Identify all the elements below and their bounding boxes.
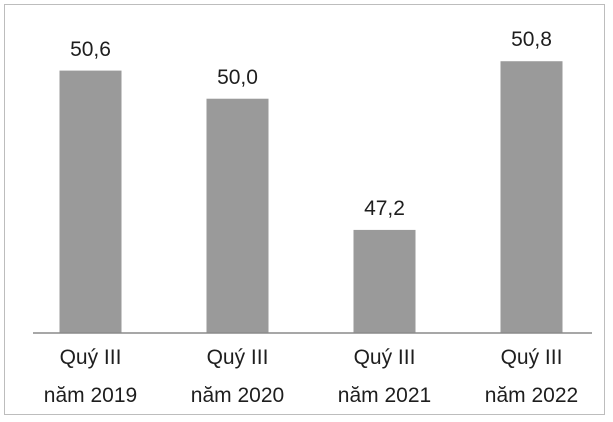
x-tick-label: Quý III năm 2020 xyxy=(190,346,285,407)
x-tick-label: Quý III năm 2022 xyxy=(484,346,579,407)
bar xyxy=(353,229,416,333)
bar xyxy=(206,98,269,333)
chart-frame xyxy=(4,4,605,415)
x-tick-label: Quý III năm 2021 xyxy=(337,346,432,407)
value-label: 50,6 xyxy=(70,37,111,61)
value-label: 50,8 xyxy=(511,28,552,52)
bar xyxy=(59,70,122,333)
x-tick-label: Quý III năm 2019 xyxy=(43,346,138,407)
value-label: 47,2 xyxy=(364,196,405,220)
bar xyxy=(500,61,563,333)
value-label: 50,0 xyxy=(217,65,258,89)
